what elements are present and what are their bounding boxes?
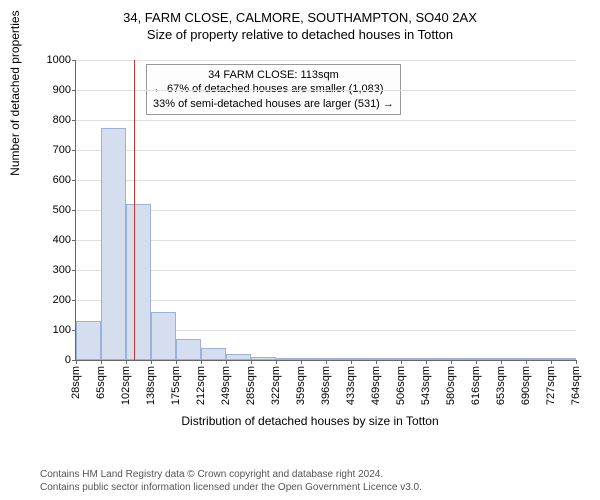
x-tick-mark: [176, 360, 177, 364]
x-tick-label: 396sqm: [320, 366, 332, 405]
histogram-bar: [226, 354, 251, 360]
chart-title-sub: Size of property relative to detached ho…: [10, 27, 590, 42]
plot-area: 34 FARM CLOSE: 113sqm ← 67% of detached …: [75, 60, 576, 361]
property-marker-line: [134, 60, 135, 360]
x-tick-label: 506sqm: [395, 366, 407, 405]
x-tick-mark: [401, 360, 402, 364]
histogram-bar: [276, 358, 301, 360]
x-tick-label: 764sqm: [570, 366, 582, 405]
x-tick-mark: [576, 360, 577, 364]
y-tick-label: 700: [53, 144, 76, 156]
histogram-bar: [501, 358, 526, 360]
x-tick-label: 543sqm: [420, 366, 432, 405]
x-tick-label: 359sqm: [295, 366, 307, 405]
x-tick-label: 285sqm: [245, 366, 257, 405]
gridline: [76, 150, 576, 151]
x-tick-mark: [251, 360, 252, 364]
histogram-bar: [426, 358, 451, 360]
gridline: [76, 90, 576, 91]
gridline: [76, 270, 576, 271]
x-tick-mark: [126, 360, 127, 364]
x-tick-mark: [551, 360, 552, 364]
x-tick-mark: [451, 360, 452, 364]
x-tick-label: 65sqm: [95, 366, 107, 399]
x-tick-label: 727sqm: [545, 366, 557, 405]
x-tick-mark: [151, 360, 152, 364]
x-tick-mark: [476, 360, 477, 364]
footer-attribution: Contains HM Land Registry data © Crown c…: [40, 468, 422, 494]
histogram-bar: [401, 358, 426, 360]
histogram-bar: [201, 348, 226, 360]
x-tick-mark: [76, 360, 77, 364]
x-tick-label: 175sqm: [170, 366, 182, 405]
histogram-bar: [376, 358, 401, 360]
histogram-bar: [326, 358, 351, 360]
y-axis-label: Number of detached properties: [8, 10, 22, 175]
x-tick-label: 102sqm: [120, 366, 132, 405]
x-tick-label: 616sqm: [470, 366, 482, 405]
x-tick-label: 249sqm: [220, 366, 232, 405]
x-tick-label: 138sqm: [145, 366, 157, 405]
x-tick-label: 653sqm: [495, 366, 507, 405]
histogram-bar: [251, 357, 276, 360]
footer-line-2: Contains public sector information licen…: [40, 481, 422, 494]
y-tick-label: 300: [53, 264, 76, 276]
x-tick-mark: [276, 360, 277, 364]
x-tick-label: 212sqm: [195, 366, 207, 405]
x-tick-mark: [101, 360, 102, 364]
x-tick-mark: [526, 360, 527, 364]
x-tick-mark: [426, 360, 427, 364]
x-tick-label: 690sqm: [520, 366, 532, 405]
x-tick-label: 580sqm: [445, 366, 457, 405]
annotation-line-1: 34 FARM CLOSE: 113sqm: [153, 68, 394, 82]
histogram-bar: [551, 358, 576, 360]
x-tick-label: 28sqm: [70, 366, 82, 399]
y-tick-label: 400: [53, 234, 76, 246]
x-tick-mark: [326, 360, 327, 364]
histogram-bar: [101, 128, 126, 361]
histogram-bar: [526, 358, 551, 360]
y-tick-label: 0: [65, 354, 76, 366]
chart-container: Number of detached properties 34 FARM CL…: [30, 50, 590, 420]
chart-title-main: 34, FARM CLOSE, CALMORE, SOUTHAMPTON, SO…: [10, 10, 590, 25]
histogram-bar: [351, 358, 376, 360]
gridline: [76, 300, 576, 301]
y-tick-label: 900: [53, 84, 76, 96]
footer-line-1: Contains HM Land Registry data © Crown c…: [40, 468, 422, 481]
histogram-bar: [476, 358, 501, 360]
x-axis-label: Distribution of detached houses by size …: [181, 414, 438, 428]
annotation-line-3: 33% of semi-detached houses are larger (…: [153, 97, 394, 111]
gridline: [76, 180, 576, 181]
y-tick-label: 800: [53, 114, 76, 126]
y-tick-label: 600: [53, 174, 76, 186]
x-tick-label: 322sqm: [270, 366, 282, 405]
histogram-bar: [76, 321, 101, 360]
x-tick-mark: [226, 360, 227, 364]
histogram-bar: [126, 204, 151, 360]
x-tick-label: 469sqm: [370, 366, 382, 405]
gridline: [76, 240, 576, 241]
x-tick-mark: [301, 360, 302, 364]
gridline: [76, 210, 576, 211]
histogram-bar: [151, 312, 176, 360]
gridline: [76, 120, 576, 121]
gridline: [76, 60, 576, 61]
y-tick-label: 200: [53, 294, 76, 306]
x-tick-label: 433sqm: [345, 366, 357, 405]
histogram-bar: [301, 358, 326, 360]
y-tick-label: 1000: [47, 54, 76, 66]
x-tick-mark: [201, 360, 202, 364]
x-tick-mark: [376, 360, 377, 364]
y-tick-label: 100: [53, 324, 76, 336]
histogram-bar: [451, 358, 476, 360]
histogram-bar: [176, 339, 201, 360]
x-tick-mark: [501, 360, 502, 364]
y-tick-label: 500: [53, 204, 76, 216]
x-tick-mark: [351, 360, 352, 364]
